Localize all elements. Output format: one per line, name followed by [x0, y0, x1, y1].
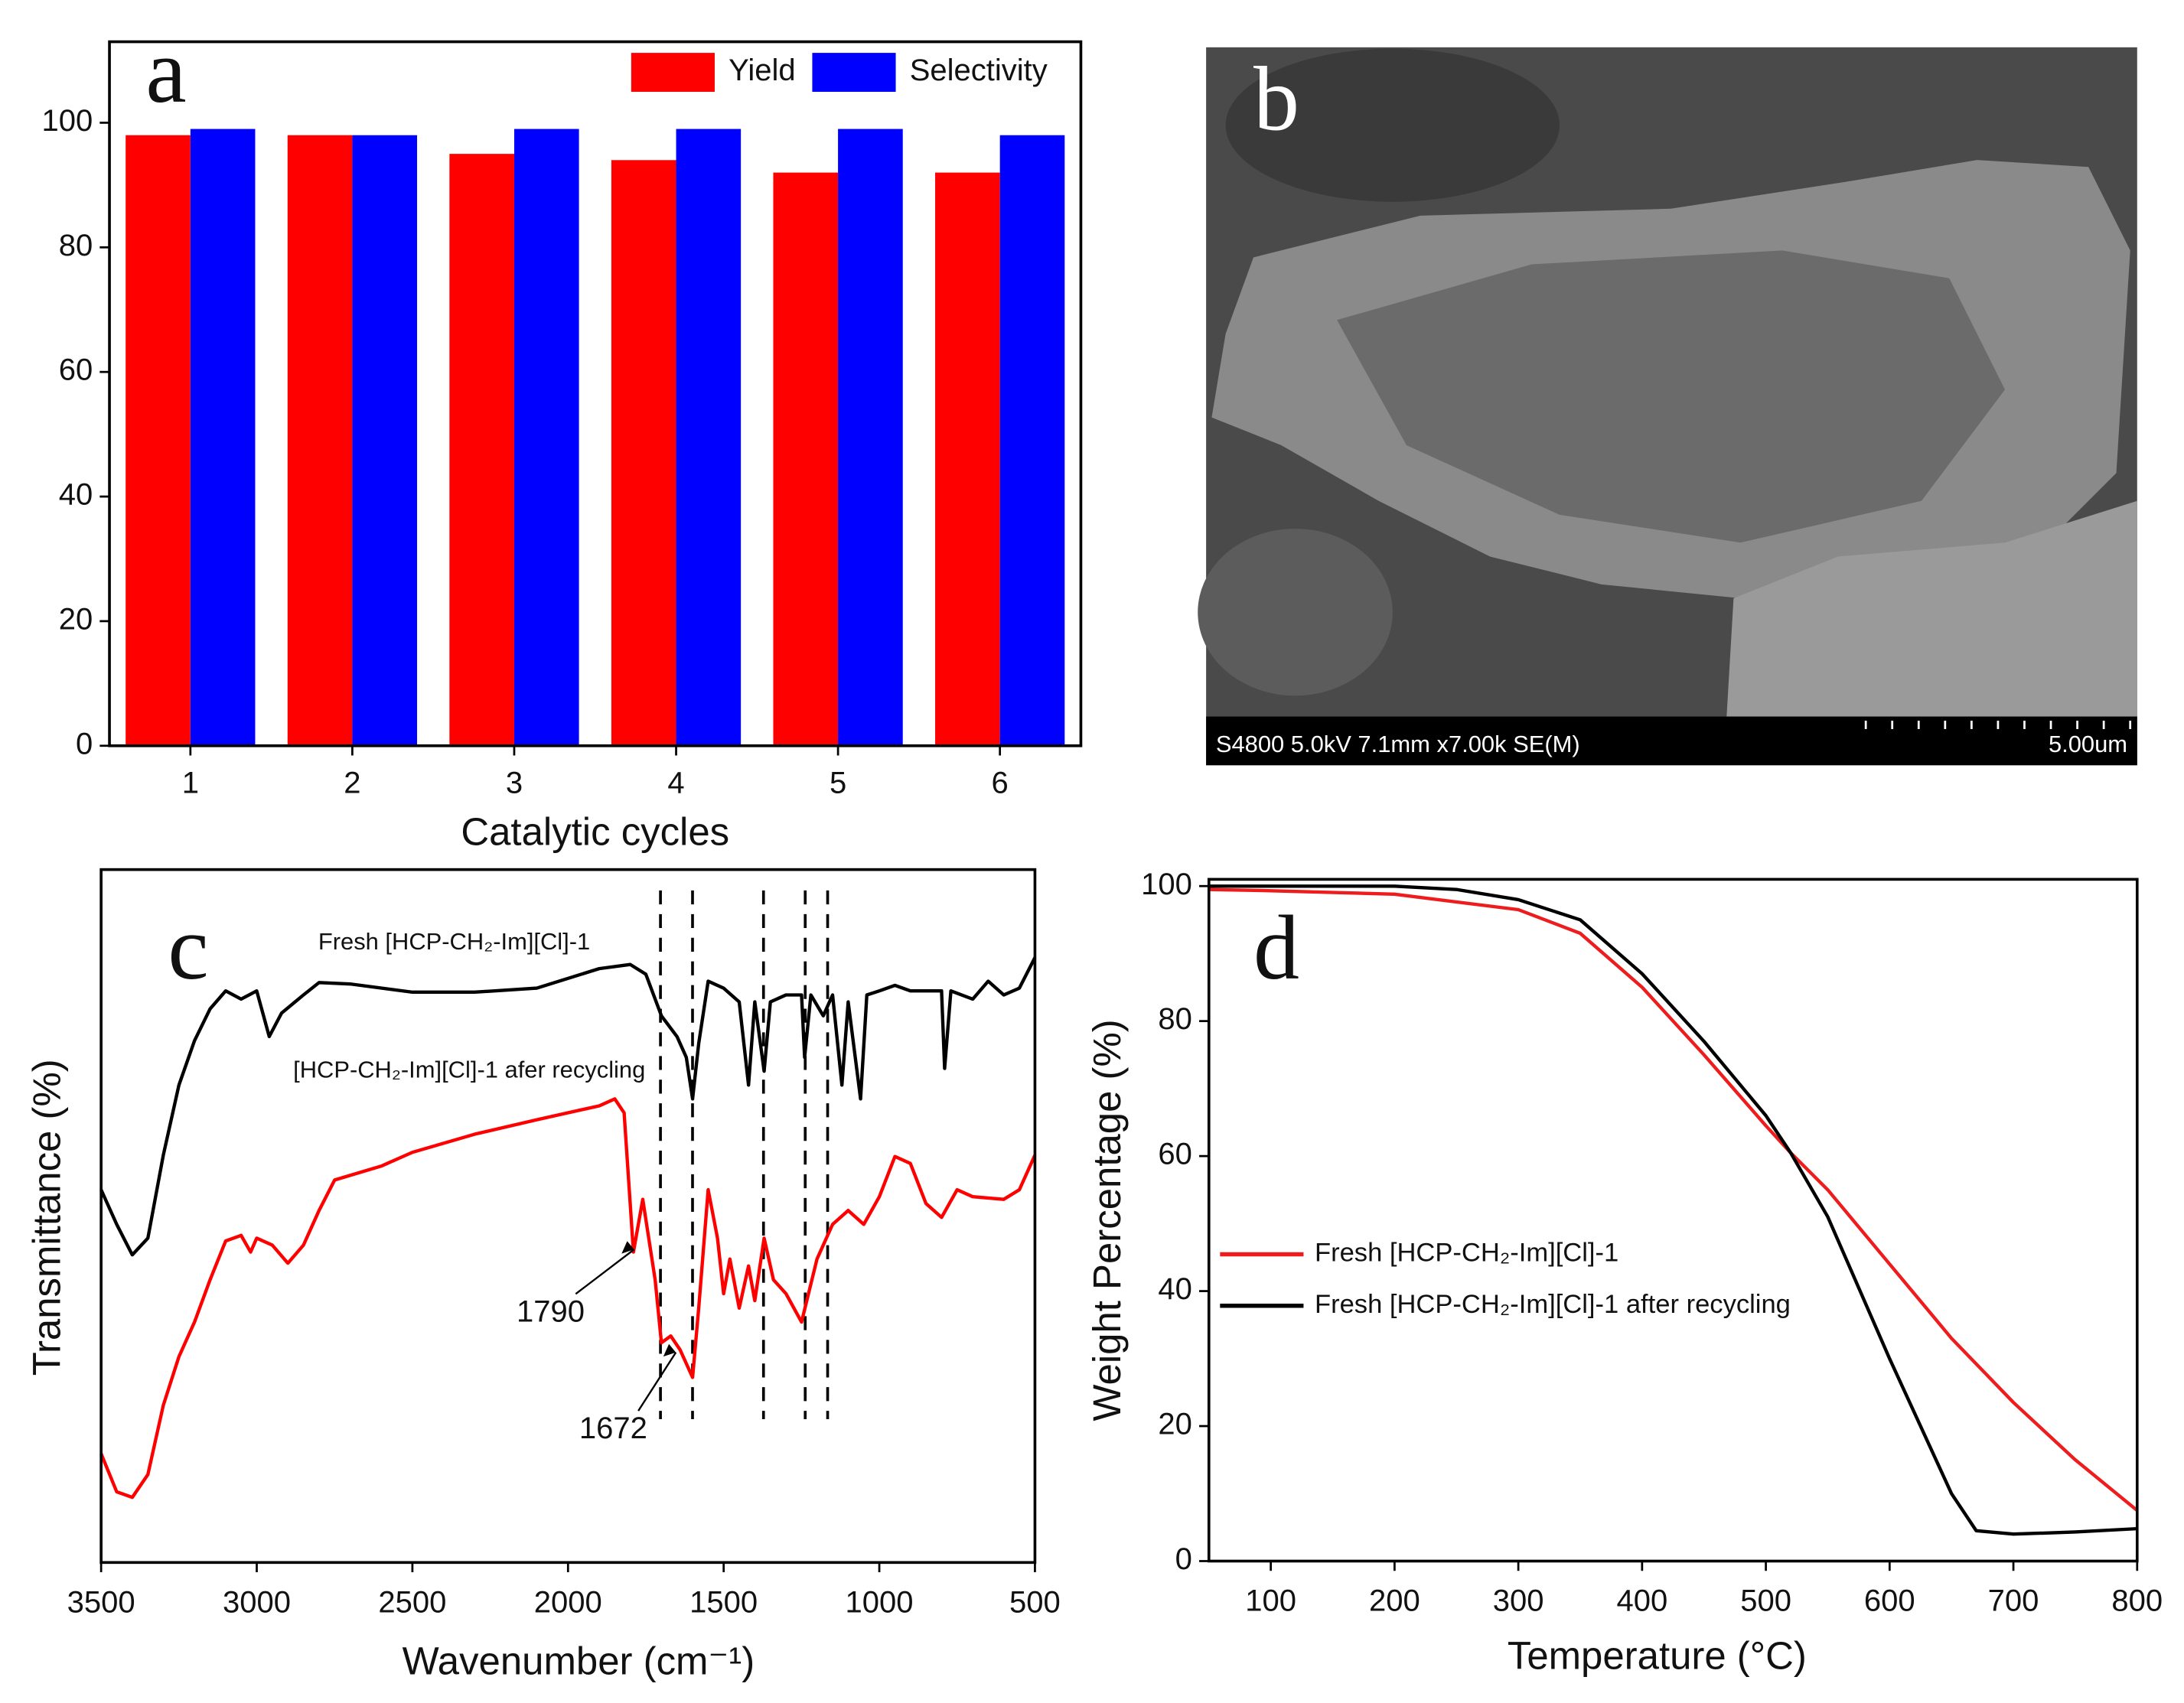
- arrow-head: [621, 1241, 634, 1254]
- bar: [449, 154, 514, 746]
- image-texture: [1225, 48, 1560, 202]
- series-line: [99, 956, 1037, 1257]
- bar: [611, 160, 676, 746]
- x-tick-label: 500: [1009, 1585, 1061, 1619]
- series-line: [99, 1097, 1037, 1499]
- x-tick-label: 3500: [67, 1585, 135, 1619]
- legend-label: Selectivity: [910, 54, 1048, 87]
- series-line: [1208, 887, 2139, 1512]
- x-tick-label: 1500: [689, 1585, 758, 1619]
- x-tick-label: 2000: [534, 1585, 602, 1619]
- bar: [352, 135, 418, 746]
- annotation: 1672: [579, 1412, 647, 1445]
- legend-swatch: [631, 53, 715, 93]
- y-tick-label: 40: [1158, 1272, 1192, 1306]
- y-tick-label: 20: [59, 602, 93, 636]
- x-axis-label: Temperature (°C): [1508, 1633, 1807, 1677]
- panel-letter: b: [1253, 47, 1299, 149]
- scale-bar-label: 5.00um: [2049, 731, 2127, 757]
- x-tick-label: 3: [506, 766, 523, 799]
- legend-label: Yield: [729, 54, 795, 87]
- annotation: 1790: [517, 1294, 585, 1328]
- y-tick-label: 20: [1158, 1408, 1192, 1441]
- x-tick-label: 800: [2111, 1584, 2163, 1618]
- x-tick-label: 4: [667, 766, 684, 799]
- x-tick-label: 400: [1616, 1584, 1667, 1618]
- plot-frame: [108, 40, 1083, 747]
- x-axis-label: Catalytic cycles: [461, 810, 729, 854]
- y-tick-label: 100: [41, 104, 93, 138]
- y-tick-label: 80: [59, 229, 93, 262]
- bar: [676, 129, 742, 746]
- legend-swatch: [812, 53, 896, 93]
- bar: [935, 172, 1000, 746]
- y-tick-label: 60: [1158, 1138, 1192, 1171]
- bar: [190, 129, 256, 746]
- x-tick-label: 1: [182, 766, 199, 799]
- x-tick-label: 200: [1369, 1584, 1420, 1618]
- annotation-arrow: [637, 1352, 677, 1412]
- annotation-arrow: [575, 1249, 635, 1295]
- x-tick-label: 700: [1988, 1584, 2039, 1618]
- plot-frame: [1207, 878, 2139, 1563]
- bar: [125, 135, 191, 746]
- bar: [838, 129, 903, 746]
- bar: [773, 172, 839, 746]
- y-tick-label: 80: [1158, 1002, 1192, 1036]
- y-axis-label: Transmittance (%): [24, 1059, 68, 1376]
- x-tick-label: 1000: [846, 1585, 914, 1619]
- y-tick-label: 0: [1175, 1542, 1192, 1576]
- x-tick-label: 5: [830, 766, 846, 799]
- series-label: Fresh [HCP-CH₂-Im][Cl]-1: [318, 928, 590, 955]
- y-tick-label: 60: [59, 353, 93, 387]
- panel-letter: c: [168, 897, 208, 998]
- plot-frame: [99, 868, 1037, 1565]
- bar: [513, 129, 579, 746]
- panel-letter: a: [145, 20, 186, 122]
- x-tick-label: 6: [992, 766, 1009, 799]
- bar: [999, 135, 1065, 746]
- x-tick-label: 500: [1740, 1584, 1791, 1618]
- caption-bar: [1206, 716, 2137, 766]
- y-tick-label: 40: [59, 478, 93, 512]
- scale-ticks: [1864, 721, 2132, 729]
- x-tick-label: 2: [344, 766, 360, 799]
- bar: [287, 135, 353, 746]
- x-tick-label: 600: [1864, 1584, 1915, 1618]
- legend-label: Fresh [HCP-CH₂-Im][Cl]-1: [1315, 1239, 1618, 1268]
- arrow-head: [663, 1343, 676, 1357]
- y-tick-label: 100: [1141, 868, 1192, 901]
- particle-flat: [1726, 500, 2137, 717]
- series-label: [HCP-CH₂-Im][Cl]-1 afer recycling: [293, 1057, 645, 1083]
- x-tick-label: 3000: [223, 1585, 291, 1619]
- legend-label: Fresh [HCP-CH₂-Im][Cl]-1 after recycling: [1315, 1290, 1791, 1319]
- image-caption: S4800 5.0kV 7.1mm x7.00k SE(M): [1216, 731, 1580, 757]
- x-tick-label: 300: [1493, 1584, 1544, 1618]
- sem-image: S4800 5.0kV 7.1mm x7.00k SE(M) 5.00um b: [1198, 47, 2137, 766]
- y-axis-label: Weight Percentage (%): [1085, 1019, 1129, 1421]
- x-tick-label: 2500: [378, 1585, 446, 1619]
- image-texture: [1198, 529, 1393, 696]
- panel-letter: d: [1253, 897, 1299, 998]
- x-tick-label: 100: [1245, 1584, 1296, 1618]
- series-line: [1208, 884, 2137, 1536]
- x-axis-label: Wavenumber (cm⁻¹): [403, 1640, 755, 1683]
- y-tick-label: 0: [76, 727, 93, 760]
- particle-pores: [1337, 250, 2006, 543]
